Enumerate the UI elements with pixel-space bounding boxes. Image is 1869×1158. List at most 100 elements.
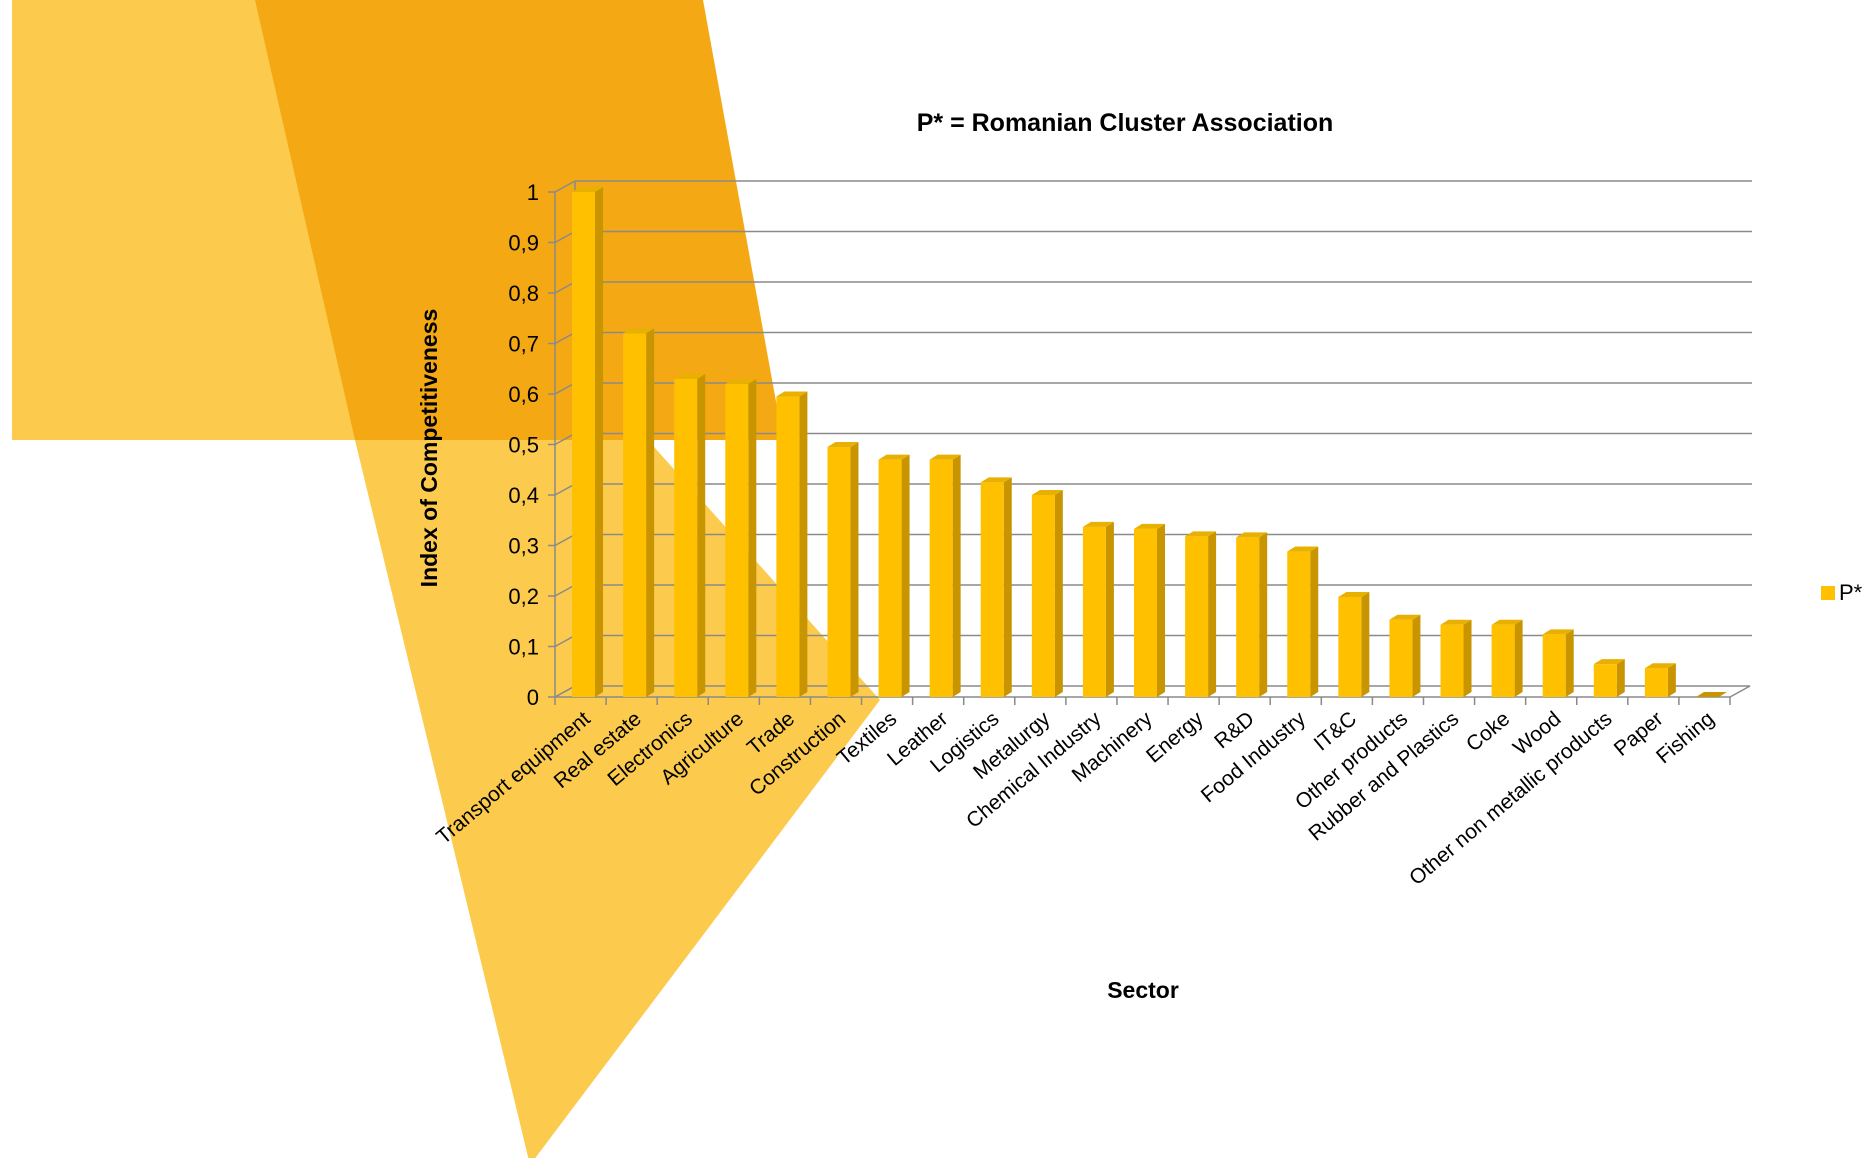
y-axis-title: Index of Competitiveness: [416, 309, 442, 588]
bar-face: [725, 383, 749, 697]
bar-side: [595, 187, 604, 697]
bar: [1695, 692, 1727, 697]
bar: [1082, 521, 1114, 697]
gridline-slant: [554, 180, 576, 193]
gridline-slant: [554, 634, 576, 648]
bar-top: [623, 328, 655, 334]
bar: [1236, 532, 1268, 697]
y-tick-label: 0,7: [508, 332, 539, 357]
bar-top: [572, 187, 604, 192]
bar: [572, 187, 604, 697]
y-tick-label: 0,3: [508, 534, 539, 559]
bar: [1134, 523, 1165, 697]
bar: [1593, 659, 1625, 697]
bar-face: [827, 447, 851, 697]
x-tick-label: Fishing: [1652, 707, 1719, 768]
y-tick-label: 0,4: [508, 483, 539, 508]
bars: [572, 187, 1727, 697]
bar-side: [1514, 619, 1523, 697]
gridline-slant: [554, 382, 576, 395]
bar-top: [929, 454, 961, 460]
bar-face: [1134, 528, 1157, 697]
gridline-slant: [554, 230, 576, 244]
bar-face: [1082, 526, 1106, 697]
bar-side: [850, 442, 859, 697]
legend-label: P*: [1839, 580, 1863, 605]
bar-side: [799, 391, 808, 697]
bar-top: [1542, 629, 1574, 635]
bar: [827, 442, 859, 697]
bar-side: [1361, 592, 1370, 697]
bar: [1491, 619, 1523, 697]
bar-face: [980, 482, 1004, 697]
bar: [725, 378, 757, 697]
bar-side: [1157, 523, 1165, 697]
gridline-slant: [554, 533, 576, 547]
bar-face: [623, 333, 647, 697]
chart-title: P* = Romanian Cluster Association: [917, 109, 1334, 137]
bar-top: [1338, 592, 1370, 598]
y-tick-label: 0,9: [508, 231, 539, 256]
bar-top: [1593, 659, 1625, 665]
x-axis-title: Sector: [1107, 977, 1179, 1003]
bar-side: [1259, 532, 1268, 697]
bar-top: [1236, 532, 1268, 538]
bar-face: [1440, 624, 1464, 697]
bar-side: [697, 373, 706, 697]
y-tick-label: 0,5: [508, 433, 539, 458]
bar-side: [1412, 614, 1421, 697]
bar-face: [776, 396, 800, 697]
gridline-slant: [554, 584, 576, 597]
bar-side: [1003, 477, 1012, 697]
bar: [1185, 531, 1217, 697]
bar-top: [1491, 619, 1523, 625]
bar: [1287, 546, 1319, 697]
bar-top: [1031, 490, 1063, 495]
bar-top: [1134, 523, 1165, 529]
bar-side: [748, 378, 757, 697]
bar: [776, 391, 808, 697]
bar: [1031, 490, 1063, 697]
bar: [929, 454, 961, 697]
y-tick-label: 0: [527, 685, 539, 710]
bar-face: [1542, 634, 1566, 697]
gridline-slant: [554, 331, 576, 345]
bar-top: [674, 373, 706, 379]
y-axis-ticks: 0 0,1 0,2 0,3 0,4 0,5 0,6 0,7 0,8 0,9 1: [508, 180, 539, 710]
bar-top: [1287, 546, 1319, 552]
bar-top: [1185, 531, 1217, 537]
bar: [1389, 614, 1421, 697]
bar: [1338, 592, 1370, 697]
bar-side: [1667, 663, 1676, 697]
bar-face: [1593, 664, 1617, 697]
bar-top: [1644, 663, 1676, 669]
bar-side: [1310, 546, 1319, 697]
bar: [878, 454, 910, 697]
y-tick-label: 0,6: [508, 382, 539, 407]
bar-top: [980, 477, 1012, 483]
bar-top: [1082, 521, 1114, 527]
legend-swatch: [1821, 586, 1835, 600]
bar-face: [1236, 537, 1260, 697]
bar-top: [1389, 614, 1421, 620]
bar-side: [1208, 531, 1217, 697]
y-tick-label: 1: [527, 180, 539, 205]
bar-side: [952, 454, 961, 697]
bar-face: [1491, 624, 1515, 697]
bar: [1440, 619, 1472, 697]
bar-face: [674, 378, 698, 697]
y-tick-label: 0,1: [508, 635, 539, 660]
x-tick-label: Coke: [1462, 707, 1514, 756]
bar-face: [1389, 619, 1413, 697]
legend: P*: [1821, 580, 1863, 605]
bar: [674, 373, 706, 697]
y-tick-label: 0,2: [508, 584, 539, 609]
bar-side: [1105, 521, 1114, 697]
bar-side: [1054, 490, 1063, 697]
y-tick-label: 0,8: [508, 281, 539, 306]
bar: [1542, 629, 1574, 697]
bar-top: [1695, 692, 1727, 697]
bar: [1644, 663, 1676, 697]
bar-face: [1338, 597, 1362, 697]
gridline-slant: [554, 483, 576, 496]
